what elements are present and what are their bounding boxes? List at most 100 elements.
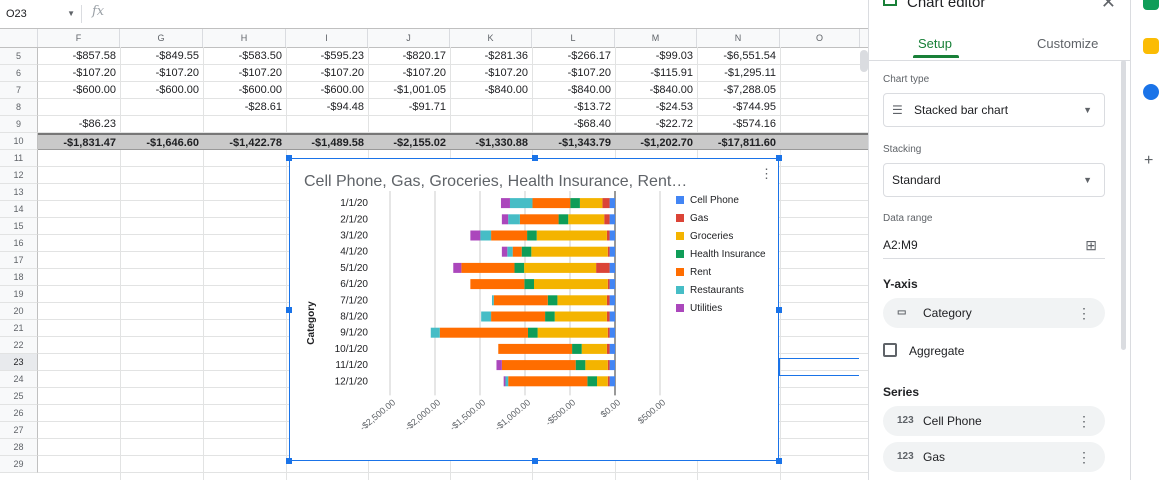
cell[interactable]: -$857.58 (72, 50, 116, 62)
cell[interactable]: -$600.00 (72, 84, 116, 96)
cell[interactable] (450, 99, 532, 115)
select-range-icon[interactable]: ⊞ (1085, 237, 1097, 253)
column-header-m[interactable]: M (615, 29, 697, 47)
row-header[interactable]: 29 (0, 456, 38, 473)
cell[interactable]: -$107.20 (155, 67, 199, 79)
cell[interactable]: -$583.50 (238, 50, 282, 62)
row-header[interactable]: 10 (0, 133, 38, 150)
cell[interactable] (368, 116, 450, 132)
cell[interactable] (780, 99, 860, 115)
row-header[interactable]: 18 (0, 269, 38, 286)
row-header[interactable]: 19 (0, 286, 38, 303)
cell[interactable]: -$28.61 (244, 101, 282, 113)
cell[interactable]: -$107.20 (238, 67, 282, 79)
cell[interactable]: -$840.00 (567, 84, 611, 96)
cell[interactable]: -$849.55 (155, 50, 199, 62)
column-header-n[interactable]: N (697, 29, 780, 47)
row-header[interactable]: 21 (0, 320, 38, 337)
cell[interactable]: -$24.53 (655, 101, 693, 113)
corner-header[interactable] (0, 29, 38, 47)
cell[interactable]: -$17,811.60 (717, 137, 776, 149)
resize-handle[interactable] (776, 155, 782, 161)
row-header[interactable]: 15 (0, 218, 38, 235)
column-header-h[interactable]: H (203, 29, 286, 47)
cell[interactable]: -$1,295.11 (724, 67, 776, 79)
cell[interactable]: -$7,288.05 (723, 84, 776, 96)
cell[interactable]: -$6,551.54 (723, 50, 776, 62)
column-header-k[interactable]: K (450, 29, 532, 47)
cell[interactable]: -$1,343.79 (558, 137, 611, 149)
cell[interactable]: -$600.00 (155, 84, 199, 96)
cell[interactable]: -$600.00 (320, 84, 364, 96)
cell[interactable]: -$840.00 (484, 84, 528, 96)
close-icon[interactable]: ✕ (1100, 0, 1116, 12)
chevron-down-icon[interactable]: ▼ (67, 9, 75, 18)
row-header[interactable]: 14 (0, 201, 38, 218)
series-chip-cell-phone[interactable]: 123 Cell Phone ⋮ (883, 406, 1105, 436)
cell[interactable] (120, 116, 203, 132)
cell[interactable]: -$22.72 (655, 118, 693, 130)
data-range-input[interactable]: A2:M9 ⊞ (883, 232, 1105, 259)
row-header[interactable]: 12 (0, 167, 38, 184)
cell[interactable]: -$1,001.05 (393, 84, 446, 96)
cell[interactable] (286, 116, 368, 132)
tab-customize[interactable]: Customize (1037, 36, 1099, 51)
column-header-f[interactable]: F (38, 29, 120, 47)
cell[interactable] (120, 99, 203, 115)
row-header[interactable]: 6 (0, 65, 38, 82)
cell[interactable] (780, 65, 860, 81)
cell[interactable]: -$107.20 (402, 67, 446, 79)
row-header[interactable]: 5 (0, 48, 38, 65)
cell[interactable]: -$1,422.78 (229, 137, 282, 149)
resize-handle[interactable] (776, 307, 782, 313)
row-header[interactable]: 11 (0, 150, 38, 167)
cell[interactable]: -$99.03 (655, 50, 693, 62)
name-box[interactable]: O23 ▼ (2, 5, 82, 23)
chart-menu-icon[interactable]: ⋮ (760, 166, 773, 181)
yaxis-category-chip[interactable]: ▭ Category ⋮ (883, 298, 1105, 328)
sheets-icon[interactable] (1143, 0, 1159, 10)
more-vert-icon[interactable]: ⋮ (1077, 449, 1091, 465)
row-header[interactable]: 13 (0, 184, 38, 201)
cell[interactable]: -$574.16 (732, 118, 776, 130)
cell[interactable]: -$1,489.58 (311, 137, 364, 149)
cell[interactable]: -$840.00 (649, 84, 693, 96)
series-chip-gas[interactable]: 123 Gas ⋮ (883, 442, 1105, 472)
row-header[interactable]: 27 (0, 422, 38, 439)
column-header-g[interactable]: G (120, 29, 203, 47)
row-header[interactable]: 26 (0, 405, 38, 422)
cell[interactable]: -$820.17 (402, 50, 446, 62)
column-header-j[interactable]: J (368, 29, 450, 47)
cell[interactable]: -$600.00 (238, 84, 282, 96)
row-header[interactable]: 25 (0, 388, 38, 405)
grid-scrollbar[interactable] (860, 50, 868, 72)
cell[interactable]: -$744.95 (732, 101, 776, 113)
column-header-i[interactable]: I (286, 29, 368, 47)
tasks-icon[interactable] (1143, 84, 1159, 100)
cell[interactable]: -$1,330.88 (475, 137, 528, 149)
cell[interactable] (203, 116, 286, 132)
cell[interactable]: -$86.23 (78, 118, 116, 130)
editor-scrollbar[interactable] (1121, 60, 1126, 350)
resize-handle[interactable] (286, 458, 292, 464)
cell[interactable]: -$1,202.70 (640, 137, 693, 149)
cell[interactable]: -$94.48 (326, 101, 364, 113)
row-header[interactable]: 20 (0, 303, 38, 320)
more-vert-icon[interactable]: ⋮ (1077, 413, 1091, 429)
cell[interactable]: -$2,155.02 (393, 137, 446, 149)
aggregate-checkbox[interactable] (883, 343, 897, 357)
cell[interactable] (780, 116, 860, 132)
cell[interactable]: -$107.20 (320, 67, 364, 79)
cell[interactable]: -$281.36 (484, 50, 528, 62)
cell[interactable]: -$107.20 (72, 67, 116, 79)
cell[interactable]: -$1,831.47 (63, 137, 116, 149)
cell[interactable]: -$1,646.60 (146, 137, 199, 149)
cell[interactable] (38, 99, 120, 115)
cell[interactable] (780, 82, 860, 98)
cell[interactable]: -$91.71 (408, 101, 446, 113)
row-header[interactable]: 7 (0, 82, 38, 99)
row-header[interactable]: 8 (0, 99, 38, 116)
cell[interactable]: -$68.40 (573, 118, 611, 130)
cell[interactable] (780, 48, 860, 64)
embedded-chart[interactable]: Cell Phone, Gas, Groceries, Health Insur… (286, 155, 782, 464)
